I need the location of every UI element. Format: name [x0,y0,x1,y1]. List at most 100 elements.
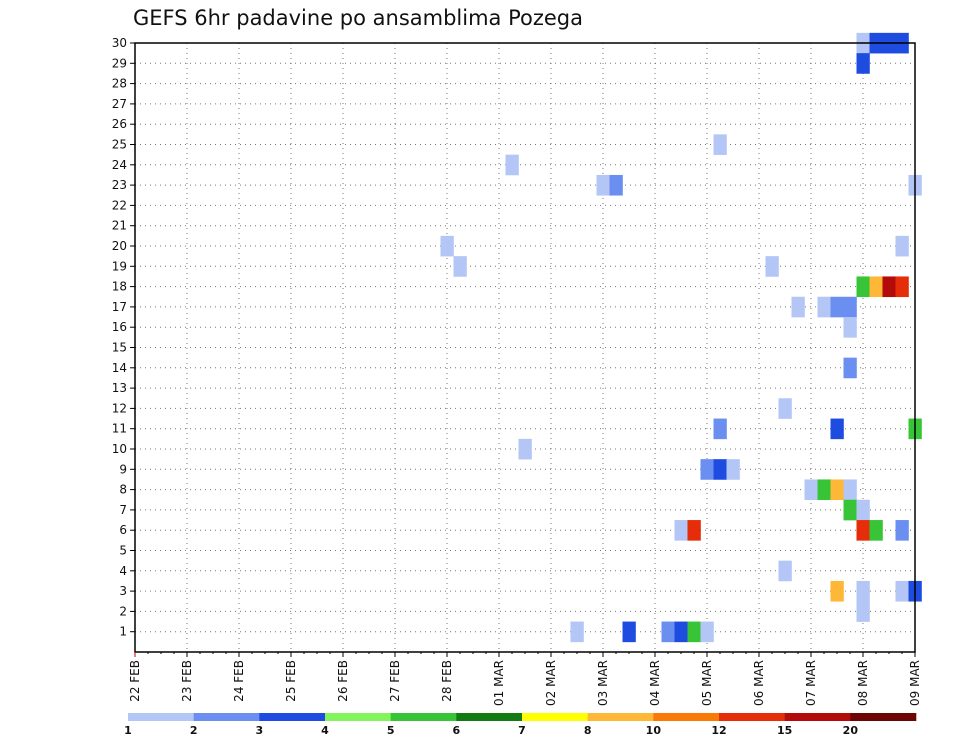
x-tick-label: 01 MAR [492,660,506,706]
heat-cell [570,621,584,643]
heat-cell [726,459,740,480]
y-tick-label: 14 [112,361,127,375]
y-tick-label: 23 [112,178,127,192]
heat-cell [661,621,675,643]
y-tick-label: 24 [112,158,127,172]
heat-cell [453,256,467,277]
y-tick-label: 21 [112,219,127,233]
y-tick-label: 2 [119,604,127,618]
x-tick-label: 05 MAR [700,660,714,706]
legend-label: 5 [387,724,395,737]
heat-cell [687,520,701,541]
y-tick-label: 22 [112,198,127,212]
heat-cell [843,317,857,338]
x-tick-label: 07 MAR [804,660,818,706]
heat-cell [830,296,844,318]
legend-label: 20 [843,724,859,737]
x-tick-label: 27 FEB [388,660,402,702]
y-tick-label: 6 [119,523,127,537]
y-tick-label: 30 [112,36,127,50]
x-tick-label: 24 FEB [232,660,246,702]
y-tick-label: 26 [112,117,127,131]
heat-cell [856,520,870,541]
heat-cell [713,459,727,480]
heat-cell [856,53,870,74]
legend-label: 8 [584,724,592,737]
heat-cell [765,256,779,277]
heat-cell [856,601,870,622]
y-tick-label: 8 [119,483,127,497]
legend-swatch [456,713,523,721]
heat-cell [843,499,857,521]
legend-label: 10 [646,724,662,737]
heat-cell [843,296,857,318]
heat-cell [700,459,714,480]
y-tick-label: 20 [112,239,127,253]
heat-cell [856,276,870,298]
legend-swatch [325,713,391,721]
heat-cell [869,520,883,541]
heat-cell [596,174,610,196]
heat-cell [882,276,896,298]
legend-label: 2 [190,724,198,737]
x-tick-label: 03 MAR [596,660,610,706]
legend-label: 3 [256,724,264,737]
heat-cell [869,276,883,298]
y-tick-label: 18 [112,280,127,294]
x-tick-label: 25 FEB [284,660,298,702]
heat-cell [895,580,909,602]
cells-layer [440,32,922,643]
heat-cell [830,479,844,501]
legend-swatch [587,713,654,721]
legend-label: 15 [777,724,792,737]
legend-swatch [259,713,326,721]
heat-cell [622,621,636,643]
heat-cell [518,438,532,460]
heat-cell [843,357,857,379]
x-tick-label: 02 MAR [544,660,558,706]
legend-label: 4 [321,724,329,737]
heat-cell [713,418,727,440]
x-tick-label: 06 MAR [752,660,766,706]
y-tick-label: 12 [112,401,127,415]
y-tick-label: 3 [119,584,127,598]
heat-cell [674,621,688,643]
legend-swatch [193,713,260,721]
heat-cell [895,276,909,298]
y-tick-label: 28 [112,77,127,91]
grid-layer [135,43,915,652]
y-tick-label: 17 [112,300,127,314]
heat-cell [674,520,688,541]
heat-cell [687,621,701,643]
legend-label: 7 [518,724,526,737]
legend-swatch [128,713,194,721]
y-tick-label: 4 [119,564,127,578]
heat-cell [856,499,870,521]
legend-label: 6 [453,724,461,737]
legend-swatch [522,713,588,721]
heat-cell [700,621,714,643]
y-axis: 1234567891011121314151617181920212223242… [112,36,135,639]
y-tick-label: 27 [112,97,127,111]
y-tick-label: 25 [112,138,127,152]
y-tick-label: 1 [119,625,127,639]
x-tick-label: 26 FEB [336,660,350,702]
heat-cell [830,418,844,440]
chart-title: GEFS 6hr padavine po ansamblima Pozega [133,6,584,30]
legend-swatch [653,713,720,721]
heat-cell [778,398,792,419]
heat-cell [895,235,909,257]
y-tick-label: 11 [112,422,127,436]
heat-cell [843,479,857,501]
y-tick-label: 13 [112,381,127,395]
heat-cell [856,580,870,602]
x-tick-label: 28 FEB [440,660,454,702]
x-axis: 22 FEB 23 FEB 24 FEB 25 FEB 26 FEB 27 FEB 28 F… [128,652,922,706]
heat-cell [817,479,831,501]
heat-cell [778,560,792,582]
legend-swatch [390,713,457,721]
x-tick-label: 22 FEB [128,660,142,702]
y-tick-label: 29 [112,56,127,70]
legend-swatch [719,713,785,721]
